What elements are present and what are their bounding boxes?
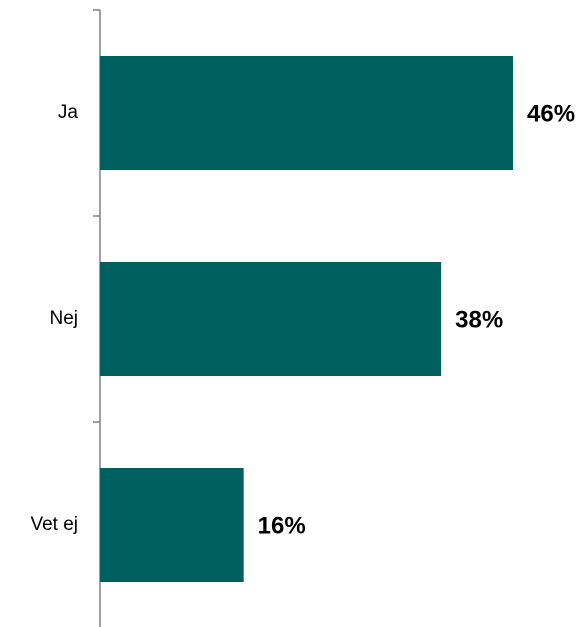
bar [100,468,244,582]
data-label: 38% [455,306,503,333]
category-label: Nej [49,308,78,329]
bar [100,56,513,170]
data-label: 46% [527,100,575,127]
category-axis [93,9,101,627]
bar [100,262,442,376]
labels: Ja 46% Nej 38% Vet ej 16% [30,100,575,539]
data-label: 16% [258,512,306,539]
category-label: Vet ej [30,514,78,535]
category-label: Ja [58,102,79,123]
bars [100,56,513,582]
